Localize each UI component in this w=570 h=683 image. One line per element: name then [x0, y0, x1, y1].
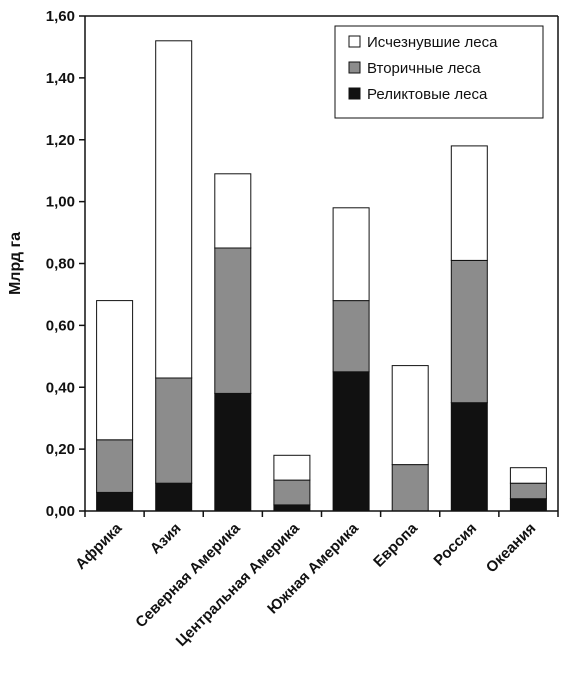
- y-tick-label: 0,60: [46, 317, 75, 334]
- bar-segment-1-category-7: [450, 402, 488, 512]
- y-tick-label: 1,00: [46, 194, 75, 211]
- x-category-label: Россия: [430, 520, 480, 570]
- bar-segment-1-category-8: [509, 498, 547, 512]
- y-tick-label: 0,80: [46, 256, 75, 273]
- x-category-label: Океания: [483, 520, 540, 577]
- bar-segment-3-category-4: [273, 454, 311, 481]
- legend-label: Вторичные леса: [367, 60, 481, 77]
- legend-swatch: [348, 61, 361, 74]
- y-tick-label: 1,20: [46, 132, 75, 149]
- x-category-label: Азия: [147, 520, 185, 558]
- bar-segment-1-category-3: [214, 392, 252, 512]
- bar-segment-3-category-7: [450, 145, 488, 261]
- y-tick-label: 0,40: [46, 379, 75, 396]
- bar-segment-1-category-5: [332, 371, 370, 512]
- legend-label: Реликтовые леса: [367, 86, 488, 103]
- bar-segment-3-category-6: [391, 365, 429, 466]
- bar-segment-2-category-3: [214, 247, 252, 394]
- bar-segment-2-category-2: [155, 377, 193, 484]
- x-category-label: Центральная Америка: [173, 519, 304, 650]
- bar-segment-2-category-1: [96, 439, 134, 493]
- bar-segment-2-category-5: [332, 300, 370, 373]
- legend-swatch: [348, 87, 361, 100]
- bar-segment-3-category-3: [214, 173, 252, 249]
- bar-segment-2-category-6: [391, 464, 429, 512]
- bar-segment-2-category-8: [509, 482, 547, 500]
- legend-label: Исчезнувшие леса: [367, 34, 498, 51]
- bar-segment-3-category-5: [332, 207, 370, 302]
- bar-segment-2-category-7: [450, 259, 488, 404]
- bar-segment-1-category-1: [96, 491, 134, 512]
- legend-box: [334, 25, 544, 119]
- bar-segment-1-category-2: [155, 482, 193, 512]
- x-category-label: Северная Америка: [132, 519, 244, 631]
- bar-segment-2-category-4: [273, 479, 311, 506]
- bar-segment-3-category-1: [96, 300, 134, 441]
- y-tick-label: 1,40: [46, 70, 75, 87]
- y-axis-title: Млрд га: [7, 232, 24, 295]
- x-category-label: Европа: [370, 519, 421, 570]
- bar-segment-1-category-4: [273, 504, 311, 512]
- y-tick-label: 0,20: [46, 441, 75, 458]
- y-tick-label: 0,00: [46, 503, 75, 520]
- bar-segment-3-category-2: [155, 40, 193, 379]
- x-category-label: Африка: [72, 519, 126, 573]
- y-tick-label: 1,60: [46, 8, 75, 25]
- bar-segment-3-category-8: [509, 467, 547, 484]
- legend-swatch: [348, 35, 361, 48]
